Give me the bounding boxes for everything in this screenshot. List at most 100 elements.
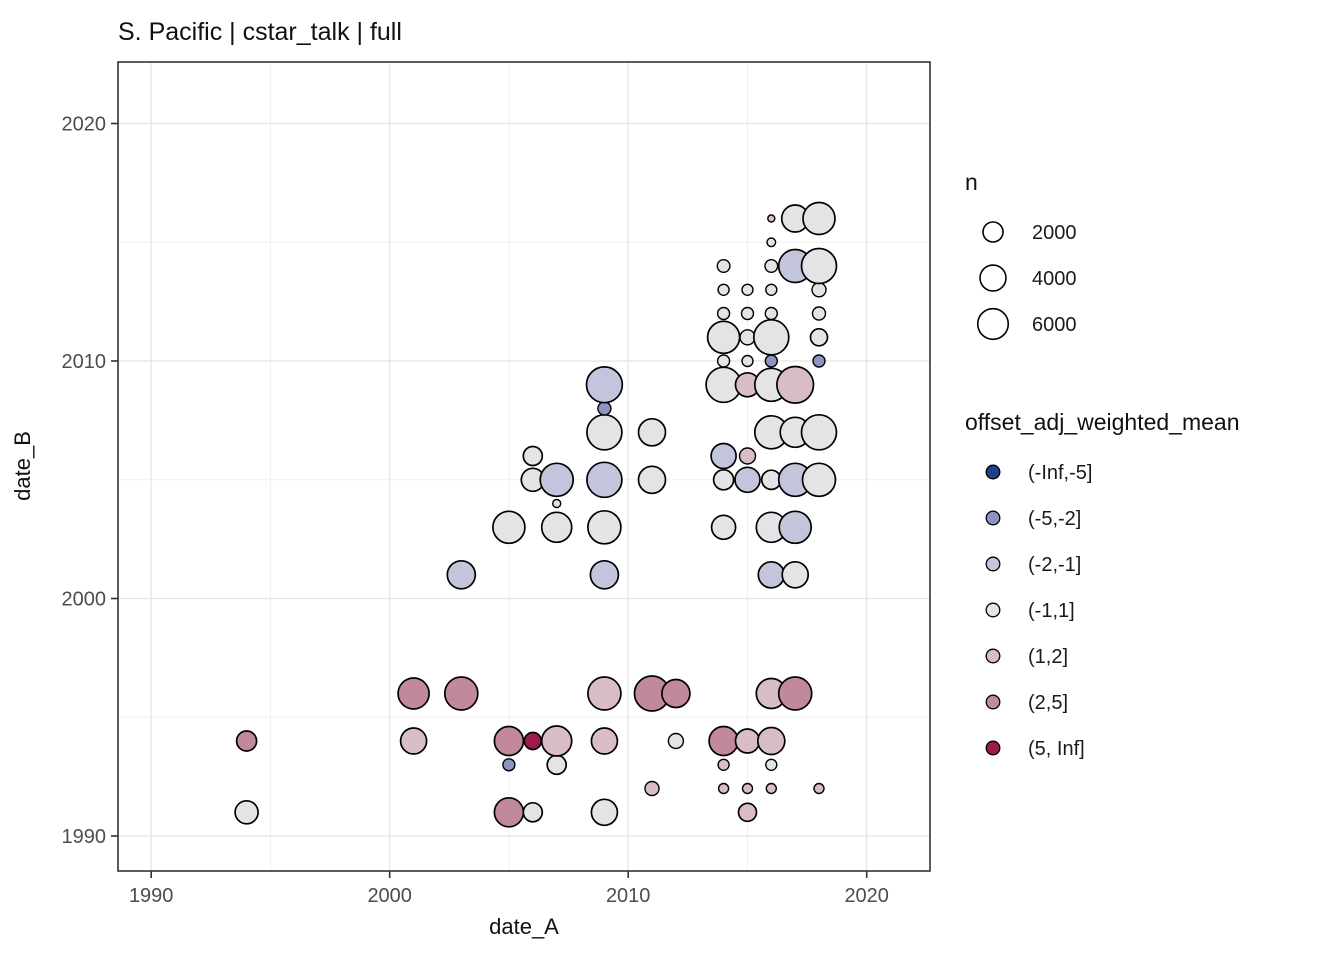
y-tick-label: 2000 — [62, 589, 107, 611]
color-legend-swatch — [985, 740, 1001, 756]
color-legend-label: (-Inf,-5] — [1028, 462, 1092, 484]
data-point — [493, 725, 525, 757]
data-point — [766, 237, 777, 248]
x-tick-label: 2000 — [367, 885, 412, 907]
data-point — [522, 445, 544, 467]
data-point — [812, 354, 826, 368]
color-legend-title: offset_adj_weighted_mean — [965, 409, 1240, 435]
data-point — [776, 365, 815, 404]
data-point — [809, 327, 829, 347]
data-point — [765, 758, 778, 771]
data-point — [716, 259, 731, 274]
data-point — [708, 725, 739, 757]
color-legend-label: (5, Inf] — [1028, 738, 1085, 760]
data-point — [741, 782, 754, 795]
data-point — [781, 560, 810, 589]
data-point — [752, 318, 790, 356]
x-axis-title: date_A — [489, 914, 559, 939]
data-point — [399, 727, 428, 755]
data-point — [523, 731, 543, 751]
data-point — [443, 676, 479, 711]
color-legend-swatch — [985, 510, 1001, 526]
x-tick-label: 2010 — [606, 885, 651, 907]
color-legend-swatch — [985, 556, 1001, 572]
legend: 2000 4000 6000 (-Inf,-5] (-5,-2] (-2,-1] (-1,1… — [976, 221, 1092, 760]
size-legend-label: 4000 — [1032, 268, 1077, 290]
data-point — [741, 354, 754, 368]
panel-border — [117, 61, 931, 872]
data-point — [734, 466, 761, 494]
data-point — [587, 509, 622, 545]
color-legend-label: (-5,-2] — [1028, 508, 1081, 530]
data-point — [800, 413, 838, 451]
x-tick-label: 2020 — [844, 885, 889, 907]
data-point — [492, 510, 526, 545]
data-point — [446, 559, 477, 590]
x-tick-label: 1990 — [129, 885, 174, 907]
data-point — [590, 798, 619, 827]
data-point — [712, 468, 735, 491]
data-point — [740, 306, 755, 321]
data-points — [234, 201, 838, 828]
data-point — [757, 560, 786, 589]
color-legend-label: (-2,-1] — [1028, 554, 1081, 576]
data-point — [777, 676, 813, 711]
data-point — [716, 354, 731, 368]
data-point — [710, 514, 737, 541]
color-legend-swatch — [985, 602, 1001, 618]
data-point — [706, 320, 741, 355]
size-legend-label: 6000 — [1032, 314, 1077, 336]
data-point — [765, 283, 778, 296]
data-point — [637, 465, 667, 495]
data-point — [813, 782, 825, 795]
data-point — [811, 282, 827, 298]
color-legend-label: (-1,1] — [1028, 600, 1075, 622]
data-point — [738, 447, 757, 465]
data-point — [661, 678, 691, 709]
data-point — [597, 401, 612, 416]
data-point — [590, 727, 619, 755]
data-point — [767, 214, 776, 223]
data-point — [717, 758, 730, 771]
data-point — [539, 462, 575, 498]
color-legend-swatch — [985, 464, 1001, 480]
data-point — [585, 366, 624, 404]
y-axis-title: date_B — [10, 431, 35, 501]
data-point — [589, 559, 620, 590]
data-point — [764, 354, 778, 368]
size-legend-circle — [979, 264, 1007, 292]
data-point — [756, 726, 786, 756]
data-point — [800, 247, 838, 285]
y-tick-label: 2020 — [62, 114, 107, 136]
data-point — [540, 511, 573, 544]
data-point — [637, 417, 667, 447]
y-tick-label: 1990 — [62, 826, 107, 848]
data-point — [778, 510, 813, 545]
data-point — [644, 780, 660, 797]
data-point — [546, 754, 568, 776]
data-point — [552, 498, 562, 509]
data-point — [716, 306, 731, 321]
data-point — [801, 462, 837, 498]
data-point — [734, 728, 761, 754]
data-point — [765, 782, 777, 795]
color-legend-swatch — [985, 648, 1001, 664]
data-point — [397, 677, 430, 710]
data-point — [717, 283, 730, 296]
size-legend-label: 2000 — [1032, 222, 1077, 244]
size-legend-circle — [976, 307, 1010, 341]
data-point — [493, 796, 525, 828]
data-point — [737, 802, 758, 823]
plot-title: S. Pacific | cstar_talk | full — [118, 18, 402, 46]
color-legend-label: (1,2] — [1028, 646, 1068, 668]
color-legend-label: (2,5] — [1028, 692, 1068, 714]
axis-ticks-and-labels: 1990 2000 2010 2020 1990 2000 2010 2020 — [62, 114, 889, 908]
data-point — [710, 442, 737, 470]
data-point — [739, 329, 756, 346]
data-point — [586, 413, 623, 451]
data-point — [811, 306, 827, 321]
data-point — [502, 758, 516, 772]
size-legend-circle — [982, 221, 1004, 243]
